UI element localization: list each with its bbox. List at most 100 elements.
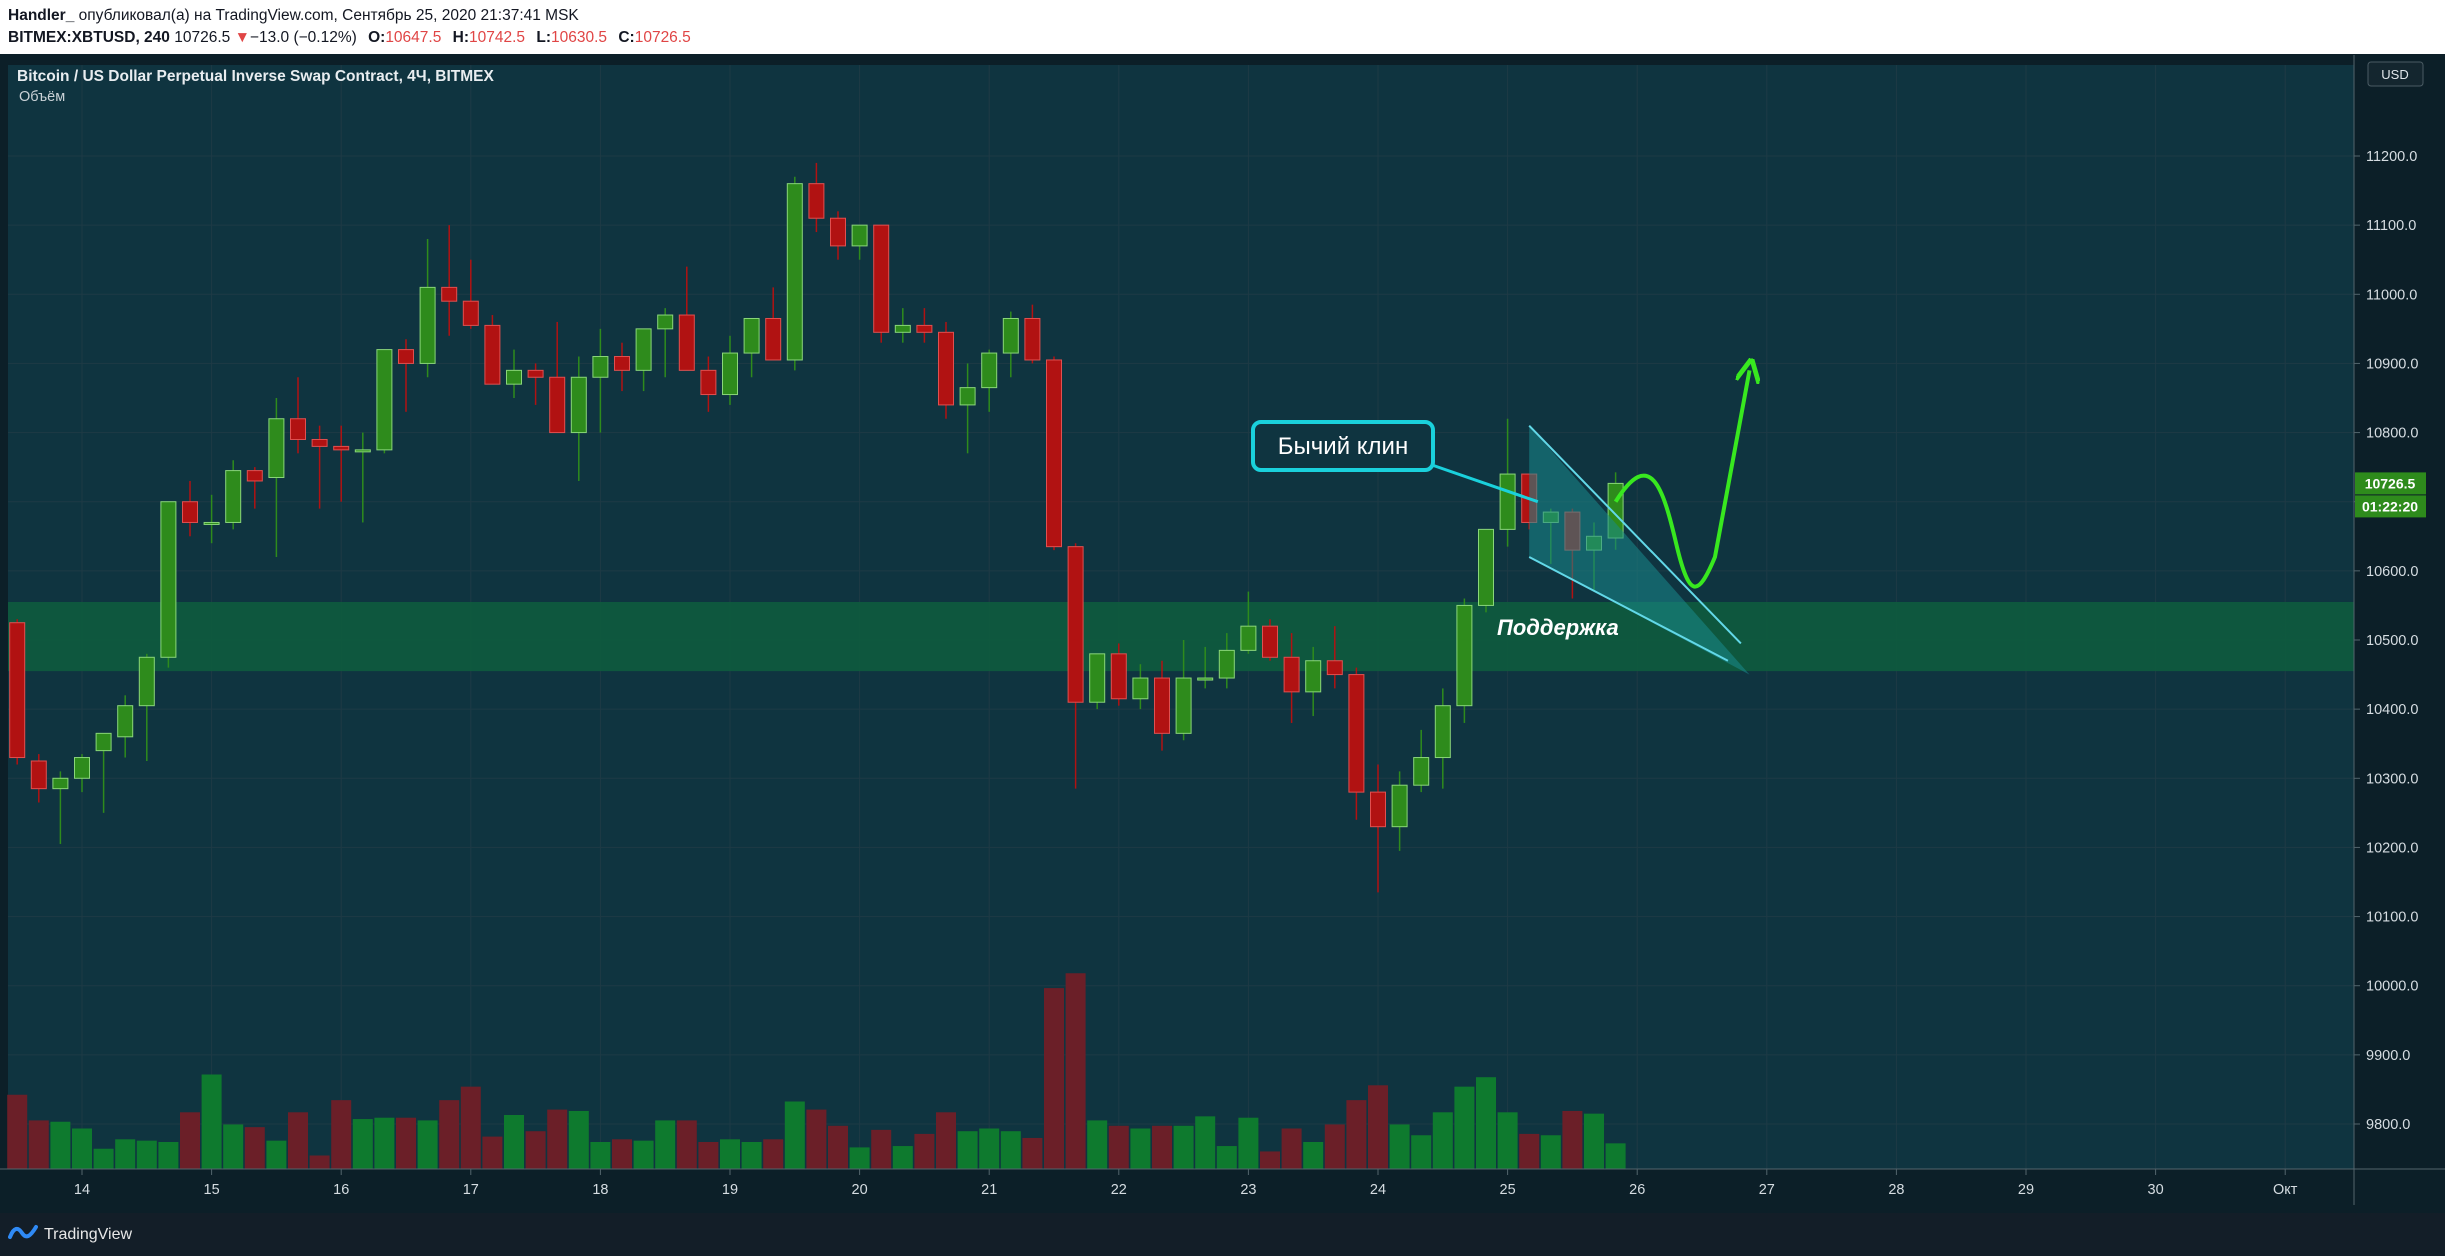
time-tick-label: 26 [1629,1182,1645,1198]
time-tick-label: 21 [981,1182,997,1198]
price-chart[interactable]: Бычий клин Поддержка Bitcoin / US Dollar… [0,55,2445,1225]
volume-bar [1368,1085,1388,1169]
tradingview-brand[interactable]: TradingView [8,1223,132,1246]
candle-body [786,183,803,361]
volume-bar [1238,1117,1259,1169]
candle-body [614,356,630,371]
volume-bar [806,1109,827,1169]
price-tick-label: 11200.0 [2366,149,2417,165]
wedge-upper-line [1528,424,1742,645]
volume-bar [1346,1100,1367,1169]
candle-body [981,352,998,389]
published-text: опубликовал(а) на TradingView.com, Сентя… [78,7,579,24]
candle-body [894,324,911,333]
volume-bar [1389,1124,1410,1169]
volume-bar [936,1112,956,1169]
countdown-badge [2355,495,2426,518]
volume-bar [1497,1112,1518,1169]
volume-bar [1000,1131,1021,1169]
price-tick-label: 10500.0 [2366,633,2418,649]
volume-bar [1260,1151,1280,1169]
chart-area[interactable]: Бычий клин Поддержка Bitcoin / US Dollar… [0,55,2445,1225]
candle-body [268,418,285,479]
volume-bar [374,1117,395,1169]
volume-bar [352,1119,373,1169]
volume-bar [1303,1142,1324,1169]
symbol-info: BITMEX:XBTUSD, 240 10726.5 ▼−13.0 (−0.12… [8,29,691,47]
volume-bar [93,1148,114,1169]
time-tick-label: 30 [2148,1182,2164,1198]
wedge-shape [1529,425,1750,675]
open-value: 10647.5 [385,29,442,46]
volume-bar [1584,1113,1604,1169]
candle-body [30,760,47,790]
volume-bar [849,1147,870,1169]
volume-bar [1562,1110,1583,1169]
low-label: L: [536,29,551,46]
high-label: H: [452,29,470,46]
candle-body [182,501,198,523]
currency-label[interactable]: USD [2381,67,2408,82]
volume-bar [547,1109,568,1169]
candle-body [657,314,674,330]
candle-body [52,777,69,790]
candle-body [851,224,868,247]
volume-bar [1281,1128,1302,1169]
volume-bar [266,1140,287,1169]
volume-bar [633,1140,654,1169]
candle-body [830,217,846,247]
candle-body [1456,604,1473,707]
price-tick-label: 10800.0 [2366,426,2418,442]
time-tick-label: Окт [2273,1182,2298,1198]
volume-bar [158,1142,179,1169]
candle-body [398,349,414,364]
volume-bar [676,1120,697,1169]
volume-bar [504,1115,524,1169]
volume-bar [396,1117,416,1169]
volume-bar [1605,1143,1626,1169]
candle-body [246,470,263,482]
volume-bar [612,1139,632,1169]
currency-button[interactable] [2367,61,2424,87]
candle-body [95,732,112,752]
candle-body [916,324,933,333]
volume-bar [763,1139,784,1169]
price-axis[interactable] [2354,55,2445,1225]
volume-bar [331,1100,352,1169]
candle-body [225,470,242,523]
down-arrow-icon: ▼ [234,29,250,46]
candle-body [1046,359,1062,548]
candle-body [678,314,695,371]
time-tick-label: 28 [1888,1182,1904,1198]
volume-bar [1540,1135,1561,1169]
candle-body [376,349,393,451]
time-tick-label: 19 [722,1182,738,1198]
volume-bar [1476,1077,1496,1169]
volume-indicator-label[interactable]: Объём [19,89,65,105]
high-value: 10742.5 [469,29,526,46]
candle-body [311,438,328,447]
candle-body [1326,660,1343,676]
time-tick-label: 18 [592,1182,608,1198]
header-bar: Handler_ опубликовал(а) на TradingView.c… [0,0,2445,54]
candle-body [1154,677,1170,734]
wedge-label: Бычий клин [1278,433,1408,460]
volume-bar [1130,1128,1151,1169]
publisher-name[interactable]: Handler_ [8,7,75,24]
volume-bar [1108,1125,1129,1169]
price-tick-label: 9800.0 [2366,1117,2410,1133]
close-label: C: [618,29,635,46]
projection-arrow [1613,370,1750,589]
time-tick-label: 24 [1370,1182,1386,1198]
candle-body [138,656,155,707]
candle-body [419,286,436,364]
countdown-label: 01:22:20 [2362,498,2418,514]
candle-body [549,376,566,434]
time-tick-label: 16 [333,1182,349,1198]
volume-bar [892,1146,913,1169]
callout-pointer [1431,463,1539,504]
volume-bar [1216,1146,1237,1169]
volume-bar [115,1139,136,1169]
price-tick-label: 10100.0 [2366,910,2418,926]
time-axis[interactable]: 14 15 16 17 18 19 20 21 22 23 24 25 26 27 28 29 30 Окт [74,1169,2298,1198]
